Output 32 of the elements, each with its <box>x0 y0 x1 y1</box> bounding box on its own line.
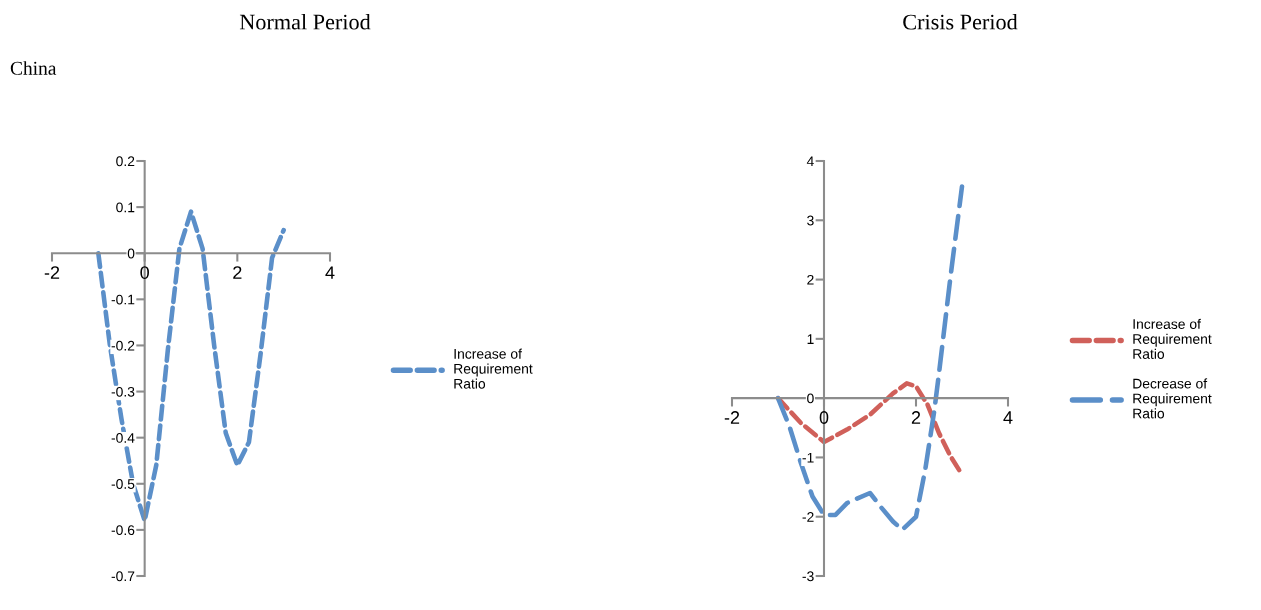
x-tick-label: 0 <box>819 411 829 424</box>
y-tick-label: 0 <box>807 393 814 404</box>
x-tick-label: 2 <box>911 411 921 424</box>
y-tick-label: 0.2 <box>116 156 135 167</box>
x-tick-label: 2 <box>233 266 242 279</box>
y-tick-label: -1 <box>802 452 814 463</box>
y-tick-label: -0.4 <box>111 433 135 443</box>
x-tick-label: -2 <box>44 266 60 279</box>
legend-label: Increase of Requirement Ratio <box>1133 318 1212 359</box>
y-tick-label: 1 <box>807 334 814 344</box>
y-tick-label: -0.5 <box>111 479 135 489</box>
y-tick-label: -2 <box>802 512 814 522</box>
y-tick-label: -0.6 <box>111 525 135 536</box>
y-tick-label: -0.1 <box>111 294 135 305</box>
legend-label: Increase of Requirement Ratio <box>454 348 533 389</box>
chart-subtitle: China <box>10 61 57 75</box>
y-tick-label: -0.3 <box>111 386 135 397</box>
y-tick-label: 0.1 <box>116 202 135 213</box>
chart-title: Crisis Period <box>903 13 1018 30</box>
chart-title: Normal Period <box>239 13 371 30</box>
y-tick-label: 3 <box>807 215 814 226</box>
y-tick-label: 0 <box>127 248 135 259</box>
x-tick-label: 0 <box>140 266 149 279</box>
y-tick-label: -0.7 <box>111 571 135 582</box>
y-tick-label: -0.2 <box>111 340 135 351</box>
line-series <box>775 184 965 533</box>
x-tick-label: 4 <box>325 266 335 279</box>
x-tick-label: 4 <box>1003 411 1013 424</box>
y-tick-label: 4 <box>806 156 814 167</box>
legend-label: Decrease of Requirement Ratio <box>1133 378 1212 419</box>
x-tick-label: -2 <box>724 411 740 424</box>
y-tick-label: -3 <box>802 571 814 582</box>
